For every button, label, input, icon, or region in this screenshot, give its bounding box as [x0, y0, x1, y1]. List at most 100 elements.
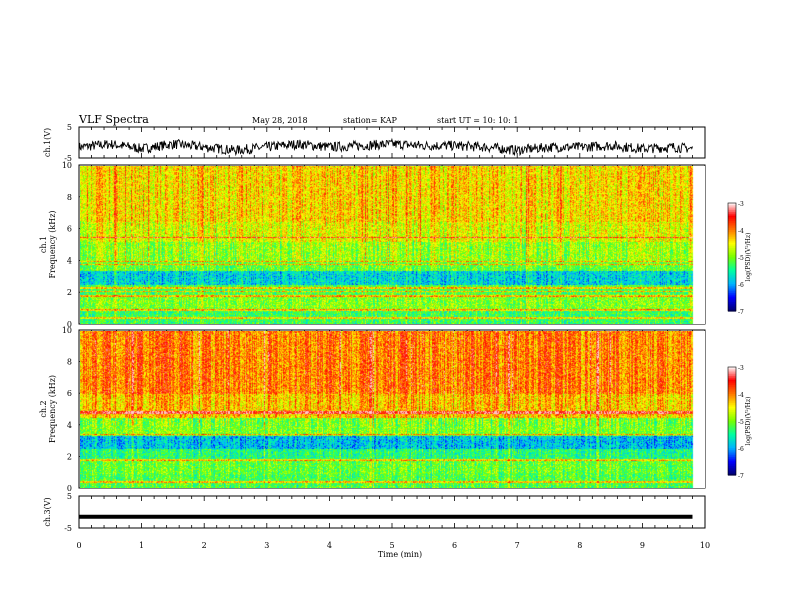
colorbar-tick-label: -7: [738, 309, 744, 316]
y-tick-label: 6: [67, 225, 72, 234]
colorbar-swatch: [728, 449, 736, 453]
colorbar-label: log(PSD)(V²/Hz): [745, 233, 752, 282]
colorbar-swatch: [728, 239, 736, 242]
colorbar-swatch: [728, 451, 736, 454]
figure-title: VLF Spectra: [78, 113, 149, 126]
y-tick-label: -5: [64, 524, 72, 533]
colorbar-swatch: [728, 203, 736, 206]
y-tick-label: 10: [62, 326, 72, 335]
colorbar-swatch: [728, 273, 736, 276]
colorbar-swatch: [728, 453, 736, 456]
colorbar-swatch: [728, 426, 736, 429]
colorbar-swatch: [728, 269, 736, 272]
colorbar-swatch: [728, 386, 736, 390]
colorbar-tick-label: -3: [738, 365, 744, 372]
colorbar-swatch: [728, 249, 736, 253]
x-tick-label: 3: [264, 541, 269, 550]
y-tick-label: 2: [67, 452, 72, 461]
colorbar-swatch: [728, 392, 736, 395]
colorbar-swatch: [728, 208, 736, 211]
colorbar-swatch: [728, 276, 736, 280]
y-tick-label: 0: [67, 320, 72, 329]
colorbar-swatch: [728, 305, 736, 308]
colorbar-swatch: [728, 412, 736, 415]
colorbar-swatch: [728, 404, 736, 408]
date-label: May 28, 2018: [252, 116, 308, 125]
colorbar-swatch: [728, 421, 736, 424]
colorbar-swatch: [728, 204, 736, 208]
colorbar-swatch: [728, 460, 736, 463]
colorbar-tick-label: -6: [738, 446, 744, 453]
y-tick-label: 8: [67, 358, 72, 367]
colorbar-swatch: [728, 368, 736, 372]
colorbar-swatch: [728, 376, 736, 379]
colorbar-swatch: [728, 439, 736, 442]
colorbar-swatch: [728, 303, 736, 307]
colorbar-swatch: [728, 244, 736, 247]
colorbar-swatch: [728, 433, 736, 436]
colorbar-swatch: [728, 266, 736, 269]
colorbar-swatch: [728, 424, 736, 427]
colorbar-tick-label: -3: [738, 201, 744, 208]
colorbar-swatch: [728, 264, 736, 267]
colorbar-swatch: [728, 240, 736, 244]
colorbar-swatch: [728, 417, 736, 420]
colorbar-swatch: [728, 294, 736, 298]
colorbar-swatch: [728, 370, 736, 373]
colorbar-tick-label: -4: [738, 228, 744, 235]
colorbar-frame: [727, 366, 737, 476]
y-tick-label: 4: [67, 256, 72, 265]
ch1-waveform-line: [78, 137, 693, 157]
colorbar-swatch: [728, 307, 736, 310]
colorbar-swatch: [728, 394, 736, 397]
colorbar-swatch: [728, 284, 736, 287]
colorbar-swatch: [728, 377, 736, 381]
colorbar-swatch: [728, 442, 736, 445]
y-axis-label: Frequency (kHz): [48, 375, 57, 443]
colorbar-swatch: [728, 242, 736, 245]
ch1-waveform-panel: 5 -5 ch.1(V): [43, 123, 706, 163]
colorbar-swatch: [728, 262, 736, 265]
colorbar-frame: [727, 202, 737, 312]
colorbar-swatch: [728, 285, 736, 289]
x-tick-label: 10: [700, 541, 710, 550]
colorbar-swatch: [728, 419, 736, 422]
colorbar-swatch: [728, 235, 736, 238]
colorbar-swatch: [728, 397, 736, 400]
y-tick-label: 2: [67, 288, 72, 297]
colorbar-swatch: [728, 399, 736, 402]
colorbar-swatch: [728, 367, 736, 370]
x-tick-label: 1: [139, 541, 144, 550]
colorbar-swatch: [728, 385, 736, 388]
colorbar-tick-label: -6: [738, 282, 744, 289]
y-tick-label: 10: [62, 161, 72, 170]
colorbar-swatch: [728, 289, 736, 292]
colorbar-swatch: [728, 379, 736, 382]
colorbar-swatch: [728, 473, 736, 476]
y-tick-label: 6: [67, 389, 72, 398]
colorbar-swatch: [728, 257, 736, 260]
colorbar-swatch: [728, 437, 736, 440]
colorbar-swatch: [728, 413, 736, 417]
colorbar-swatch: [728, 271, 736, 274]
y-tick-label: 5: [67, 123, 72, 132]
colorbar-swatch: [728, 383, 736, 386]
colorbar-swatch: [728, 233, 736, 236]
colorbar-swatch: [728, 372, 736, 375]
colorbar-swatch: [728, 210, 736, 213]
x-tick-label: 4: [327, 541, 332, 550]
colorbar-swatch: [728, 258, 736, 262]
colorbar-swatch: [728, 410, 736, 413]
y-tick-label: 8: [67, 193, 72, 202]
colorbar-swatch: [728, 406, 736, 409]
colorbar-swatch: [728, 282, 736, 285]
colorbar-ch2: -3 -4 -5 -6 -7 log(PSD)(V²/Hz): [727, 365, 752, 480]
colorbar-swatch: [728, 213, 736, 217]
colorbar-swatch: [728, 469, 736, 472]
colorbar-swatch: [728, 215, 736, 218]
colorbar-swatch: [728, 246, 736, 249]
colorbar-swatch: [728, 415, 736, 418]
colorbar-tick-label: -5: [738, 419, 744, 426]
station-label: station= KAP: [343, 116, 398, 125]
colorbar-ch1: -3 -4 -5 -6 -7 log(PSD)(V²/Hz): [727, 201, 752, 316]
